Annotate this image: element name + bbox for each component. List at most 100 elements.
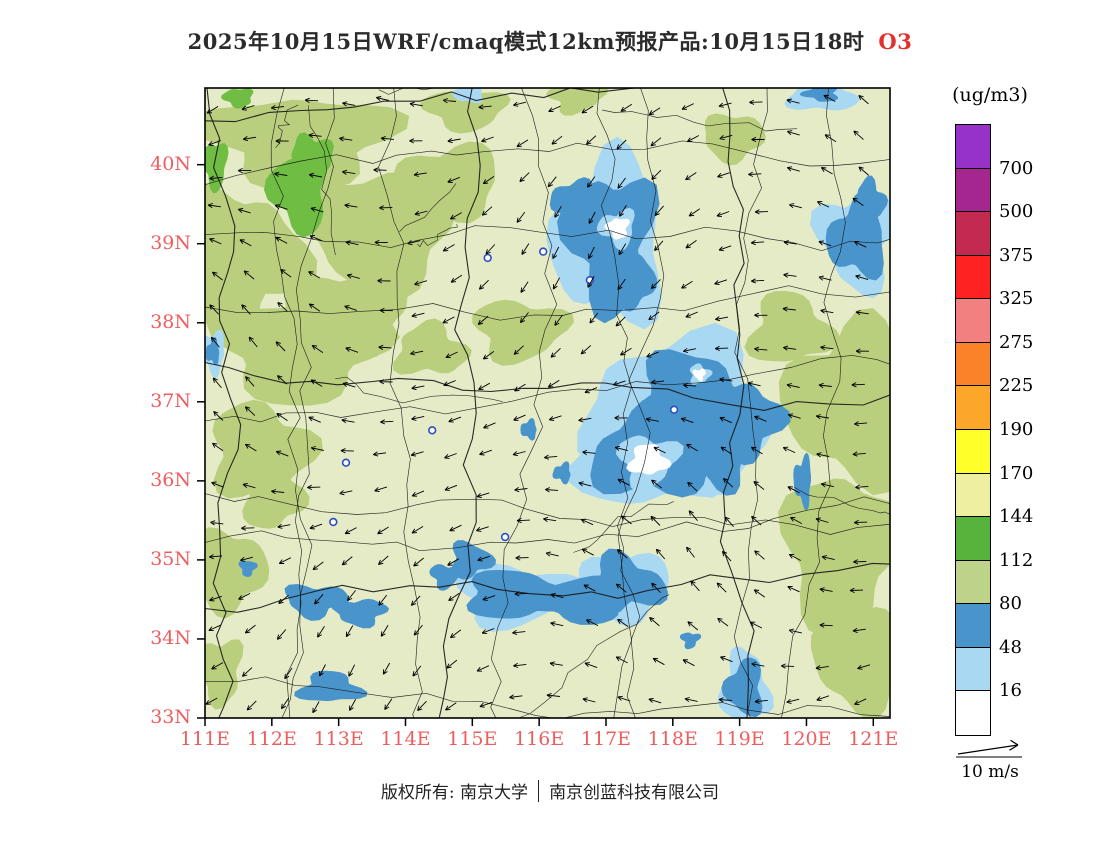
- colorbar-cell: [955, 472, 991, 519]
- lon-tick-label: 116E: [514, 728, 565, 750]
- colorbar-cell: [955, 341, 991, 388]
- olive-concentration-region: [546, 88, 609, 116]
- lon-tick-label: 117E: [580, 728, 632, 750]
- white-concentration-region: [626, 444, 672, 475]
- wind-arrows: [205, 94, 871, 714]
- city-marker: [329, 517, 338, 527]
- blue-concentration-region: [793, 452, 811, 511]
- lat-tick-label: 33N: [150, 706, 191, 728]
- concentration-fill-layer: [205, 88, 890, 718]
- lon-tick-label: 118E: [647, 728, 698, 750]
- olive-concentration-region: [205, 182, 318, 345]
- lon-tick-label: 119E: [714, 728, 765, 750]
- lat-tick-label: 39N: [150, 231, 191, 254]
- blue-concentration-region: [520, 418, 537, 441]
- wind-vectors-layer: [205, 94, 871, 714]
- colorbar-cell: [955, 603, 991, 649]
- admin-boundaries-layer: [205, 88, 890, 718]
- blue-concentration-region: [854, 175, 889, 221]
- colorbar-level-label: 325: [999, 288, 1034, 310]
- colorbar: [955, 124, 991, 736]
- lon-tick-label: 112E: [246, 728, 297, 750]
- colorbar-unit-label: (ug/m3): [952, 84, 1028, 106]
- colorbar-level-label: 500: [999, 201, 1034, 223]
- lon-tick-label: 113E: [313, 728, 364, 750]
- blue-concentration-region: [429, 564, 464, 591]
- copyright-right: 南京创蓝科技有限公司: [549, 783, 720, 803]
- colorbar-level-label: 16: [999, 680, 1022, 702]
- colorbar-level-label: 190: [999, 419, 1034, 440]
- lat-tick-label: 35N: [150, 547, 191, 570]
- blue-concentration-region: [330, 598, 390, 629]
- lon-tick-label: 111E: [179, 728, 231, 750]
- lat-tick-label: 38N: [150, 310, 191, 333]
- white-concentration-region: [692, 368, 706, 382]
- olive-concentration-region: [284, 263, 408, 359]
- blue-concentration-region: [590, 548, 668, 617]
- blue-concentration-region: [613, 247, 658, 312]
- olive-concentration-region: [393, 318, 472, 375]
- olive-concentration-region: [301, 171, 456, 299]
- city-markers-layer: [329, 247, 679, 542]
- olive-concentration-region: [810, 606, 890, 718]
- lat-tick-label: 37N: [150, 389, 191, 412]
- axis-ticks: [197, 163, 875, 726]
- colorbar-cell: [955, 124, 991, 170]
- blue-concentration-region: [238, 561, 258, 577]
- colorbar-cell: [955, 559, 991, 606]
- blue-concentration-region: [549, 177, 598, 224]
- colorbar-cell: [955, 385, 991, 431]
- colorbar-level-label: 225: [999, 375, 1034, 397]
- colorbar-level-label: 48: [999, 636, 1022, 658]
- white-concentration-region: [604, 218, 630, 240]
- title-text: 2025年10月15日WRF/cmaq模式12km预报产品:10月15日18时: [187, 29, 865, 54]
- city-marker: [341, 458, 351, 467]
- city-marker: [483, 253, 492, 263]
- olive-concentration-region: [778, 478, 890, 637]
- olive-concentration-region: [419, 91, 511, 134]
- colorbar-level-label: 80: [999, 593, 1022, 615]
- lon-tick-label: 120E: [781, 728, 832, 750]
- colorbar-cell: [955, 298, 991, 344]
- city-marker: [428, 426, 437, 435]
- lat-tick-label: 40N: [150, 152, 191, 175]
- map-frame: [204, 87, 891, 719]
- colorbar-cell: [955, 167, 991, 214]
- colorbar-cell: [955, 646, 991, 693]
- olive-concentration-region: [205, 527, 270, 619]
- olive-concentration-region: [242, 463, 310, 529]
- olive-concentration-region: [205, 639, 244, 710]
- copyright-divider: [538, 779, 540, 802]
- green-concentration-region: [291, 132, 334, 185]
- lat-tick-label: 34N: [150, 626, 191, 649]
- blue-concentration-region: [294, 670, 368, 702]
- city-marker: [669, 405, 679, 414]
- colorbar-level-label: 700: [999, 157, 1034, 179]
- colorbar-level-label: 275: [999, 331, 1034, 353]
- title-species: O3: [878, 29, 913, 54]
- colorbar-cell: [955, 429, 991, 475]
- lon-tick-label: 121E: [848, 728, 899, 750]
- lon-tick-label: 114E: [380, 728, 431, 750]
- blue-concentration-region: [552, 461, 571, 485]
- olive-concentration-region: [394, 141, 496, 224]
- page-title: 2025年10月15日WRF/cmaq模式12km预报产品:10月15日18时 O…: [0, 26, 1100, 56]
- colorbar-level-label: 375: [999, 244, 1034, 266]
- colorbar-cell: [955, 516, 991, 562]
- colorbar-level-label: 144: [999, 506, 1034, 528]
- olive-concentration-region: [472, 299, 574, 366]
- blue-concentration-region: [675, 415, 743, 496]
- copyright-footer: 版权所有: 南京大学 南京创蓝科技有限公司: [0, 778, 1100, 803]
- colorbar-cell: [955, 690, 991, 736]
- lon-tick-label: 115E: [447, 728, 498, 750]
- blue-concentration-region: [205, 337, 220, 366]
- lat-tick-label: 36N: [150, 468, 191, 491]
- blue-concentration-region: [721, 657, 763, 718]
- blue-concentration-region: [679, 632, 702, 650]
- olive-concentration-region: [704, 113, 766, 166]
- wind-legend-arrow: [956, 739, 1022, 758]
- wind-legend-label: 10 m/s: [961, 762, 1019, 782]
- city-marker: [538, 247, 548, 256]
